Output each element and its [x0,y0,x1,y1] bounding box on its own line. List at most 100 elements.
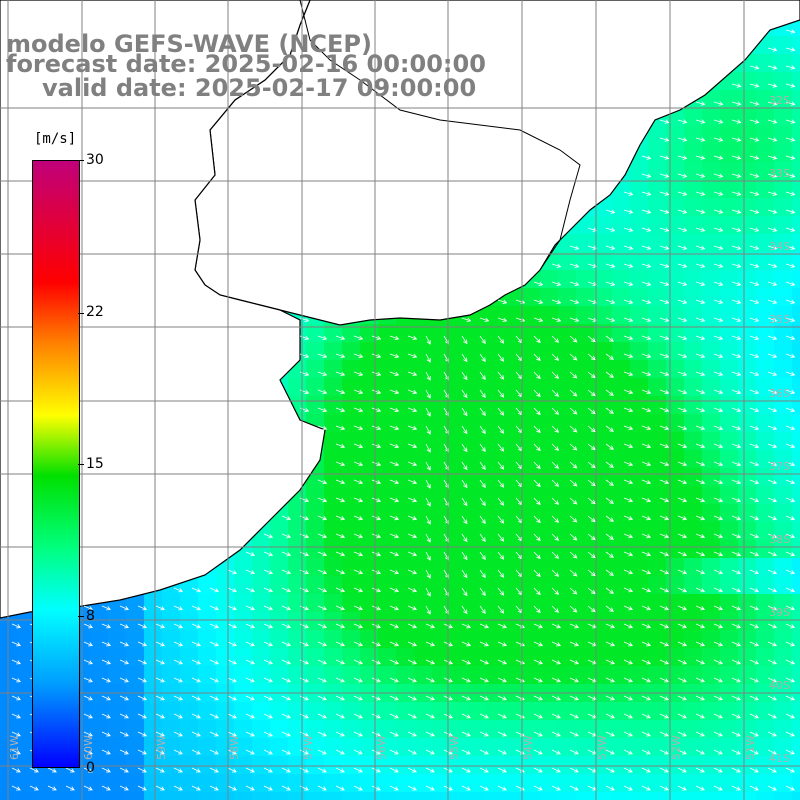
wind-arrow [767,101,778,106]
wind-cell [612,540,630,558]
wind-arrow [317,551,328,557]
wind-cell [180,666,198,684]
wind-cell [774,234,792,252]
wind-cell [126,720,144,738]
wind-arrow [713,749,723,755]
wind-cell [594,504,612,522]
wind-arrow [695,317,706,322]
wind-arrow [245,659,255,665]
wind-cell [576,522,594,540]
latitude-label: 41S [769,752,790,765]
wind-arrow [731,461,742,467]
wind-cell [414,522,432,540]
wind-cell [738,234,756,252]
wind-cell [324,720,342,738]
wind-cell [144,756,162,774]
wind-cell [702,792,720,800]
wind-cell [360,666,378,684]
wind-arrow [785,191,796,196]
wind-arrow [461,695,471,701]
wind-arrow [569,713,579,719]
wind-arrow [677,551,688,557]
wind-cell [144,702,162,720]
wind-cell [324,432,342,450]
wind-cell [360,540,378,558]
wind-arrow [533,533,541,542]
wind-arrow [605,461,614,468]
wind-arrow [713,191,724,196]
wind-cell [684,666,702,684]
wind-arrow [227,659,237,665]
wind-cell [702,162,720,180]
wind-arrow [713,515,724,521]
wind-cell [360,630,378,648]
wind-cell [702,450,720,468]
wind-arrow [497,551,505,560]
wind-arrow [767,389,778,395]
wind-cell [378,702,396,720]
wind-arrow [263,767,273,773]
wind-arrow [227,677,237,683]
wind-cell [792,234,800,252]
wind-arrow [713,281,724,286]
wind-cell [648,702,666,720]
wind-arrow [389,749,399,755]
wind-cell [486,594,504,612]
wind-cell [594,342,612,360]
wind-arrow [749,155,760,160]
wind-arrow [677,245,688,250]
wind-cell [576,288,594,306]
wind-arrow [767,155,778,160]
wind-arrow [713,677,723,683]
wind-cell [594,774,612,792]
wind-cell [324,468,342,486]
wind-cell [720,126,738,144]
wind-arrow [641,731,651,737]
wind-arrow [515,767,525,773]
wind-arrow [353,533,364,539]
wind-cell [666,198,684,216]
wind-arrow [335,605,346,611]
wind-cell [792,162,800,180]
wind-arrow [407,695,417,701]
wind-arrow [299,407,310,413]
wind-arrow [533,659,543,665]
wind-cell [594,378,612,396]
wind-cell [468,666,486,684]
wind-cell [468,612,486,630]
wind-arrow [659,209,670,214]
wind-arrow [569,605,578,613]
wind-cell [738,432,756,450]
wind-cell [270,756,288,774]
colorbar-mark [78,160,84,161]
wind-arrow [677,227,688,232]
wind-arrow [335,641,346,647]
wind-cell [630,216,648,234]
wind-arrow [731,335,742,341]
wind-arrow [695,695,705,701]
wind-arrow [209,605,220,611]
wind-arrow [587,353,596,361]
wind-cell [738,522,756,540]
wind-cell [666,630,684,648]
wind-cell [684,612,702,630]
wind-arrow [281,605,292,611]
wind-cell [792,792,800,800]
wind-cell [774,270,792,288]
wind-cell [720,540,738,558]
wind-cell [756,702,774,720]
wind-cell [720,252,738,270]
wind-cell [594,720,612,738]
wind-cell [774,486,792,504]
wind-arrow [641,515,652,521]
wind-cell [630,558,648,576]
wind-arrow [479,425,486,434]
wind-cell [720,198,738,216]
wind-cell [396,630,414,648]
wind-arrow [785,425,796,431]
wind-cell [72,792,90,800]
wind-arrow [677,119,688,124]
wind-arrow [785,623,796,629]
wind-cell [630,738,648,756]
wind-cell [306,522,324,540]
